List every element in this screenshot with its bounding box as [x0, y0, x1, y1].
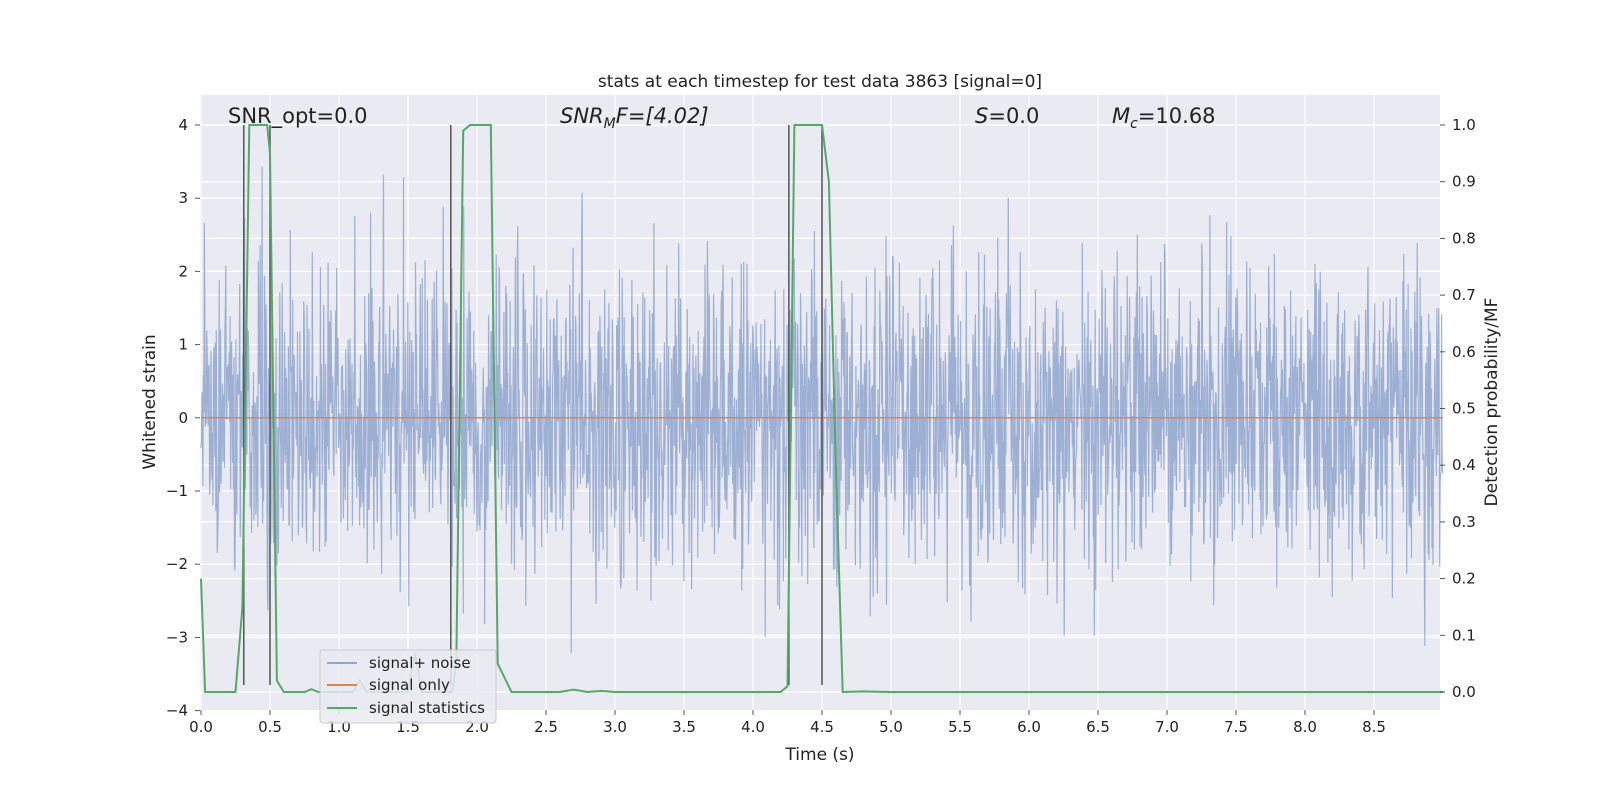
signal-statistics-line — [200, 124, 1443, 694]
y-axis-label-right: Detection probability/MF — [1482, 298, 1502, 507]
annotation-snr-mf-name: SNR — [560, 104, 604, 128]
y-right-tick-label: 0.9 — [1452, 173, 1476, 191]
y-axis-label-left: Whitened strain — [140, 334, 160, 469]
y-tick-label: 1 — [178, 336, 188, 354]
x-tick-label: 0.5 — [258, 718, 282, 736]
legend-box — [319, 649, 497, 724]
x-tick-label: 7.5 — [1224, 718, 1248, 736]
x-tick-label: 3.5 — [672, 718, 696, 736]
y-tick-label: 2 — [178, 262, 188, 280]
y-tick-label: −2 — [166, 555, 188, 573]
y-tick-label: −4 — [166, 702, 188, 720]
series-lines — [200, 124, 1443, 694]
annotation-s-name: S — [975, 104, 988, 128]
annotation-mc-name: M — [1112, 104, 1130, 128]
x-tick-label: 2.5 — [534, 718, 558, 736]
x-tick-label: 5.0 — [879, 718, 903, 736]
x-tick-label: 4.0 — [741, 718, 765, 736]
x-tick-label: 3.0 — [603, 718, 627, 736]
legend-label-signal-statistics: signal statistics — [369, 699, 485, 717]
annotation-s: S=0.0 — [975, 104, 1039, 128]
annotation-snr-opt: SNR_opt=0.0 — [228, 104, 368, 129]
y-right-tick-label: 0.7 — [1452, 286, 1476, 304]
y-tick-label: 0 — [178, 409, 188, 427]
x-tick-label: 6.5 — [1086, 718, 1110, 736]
chart-title: stats at each timestep for test data 386… — [598, 72, 1042, 92]
y-right-tick-label: 0.6 — [1452, 343, 1476, 361]
y-right-tick-label: 0.8 — [1452, 229, 1476, 247]
legend-label-signal-noise: signal+ noise — [369, 654, 471, 672]
y-right-tick-label: 0.2 — [1452, 570, 1476, 588]
x-axis-label: Time (s) — [784, 745, 854, 765]
y-right-tick-label: 0.0 — [1452, 683, 1476, 701]
x-tick-label: 0.0 — [189, 718, 213, 736]
y-tick-label: 4 — [178, 116, 188, 134]
annotation-mc: Mc=10.68 — [1112, 104, 1216, 132]
legend: signal+ noise signal only signal statist… — [319, 649, 497, 724]
x-tick-label: 4.5 — [810, 718, 834, 736]
x-tick-label: 8.5 — [1362, 718, 1386, 736]
y-right-tick-label: 0.4 — [1452, 456, 1476, 474]
annotation-snr-mf-sub: M — [604, 116, 616, 132]
x-tick-label: 6.0 — [1017, 718, 1041, 736]
annotation-mc-sub: c — [1130, 116, 1138, 132]
x-tick-label: 7.0 — [1155, 718, 1179, 736]
y-right-tick-label: 0.1 — [1452, 626, 1476, 644]
x-tick-label: 5.5 — [948, 718, 972, 736]
annotation-snr-mf: SNRMF=[4.02] — [560, 104, 709, 132]
y-right-tick-label: 0.3 — [1452, 513, 1476, 531]
annotation-snr-mf-rest: F=[4.02] — [616, 104, 709, 128]
annotation-s-rest: =0.0 — [988, 104, 1039, 128]
y-tick-label: −1 — [166, 482, 188, 500]
axis-ticks: 0.0 0.5 1.0 1.5 2.0 2.5 3.0 3.5 4.0 4.5 5.0 5.5 6.0 6… — [166, 116, 1476, 736]
legend-label-signal-only: signal only — [369, 676, 450, 694]
y-tick-label: 3 — [178, 189, 188, 207]
annotation-mc-rest: =10.68 — [1138, 104, 1216, 128]
y-tick-label: −3 — [166, 628, 188, 646]
x-tick-label: 8.0 — [1293, 718, 1317, 736]
y-right-tick-label: 0.5 — [1452, 400, 1476, 418]
y-right-tick-label: 1.0 — [1452, 116, 1476, 134]
